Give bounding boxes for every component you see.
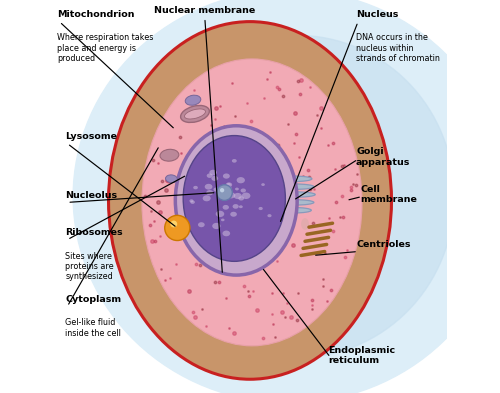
Ellipse shape xyxy=(184,109,206,119)
Text: Gel-like fluid
inside the cell: Gel-like fluid inside the cell xyxy=(66,318,121,338)
Ellipse shape xyxy=(210,170,217,175)
Ellipse shape xyxy=(220,188,224,192)
Text: Cell
membrane: Cell membrane xyxy=(360,185,417,204)
Ellipse shape xyxy=(212,223,220,229)
Ellipse shape xyxy=(73,0,500,393)
Ellipse shape xyxy=(165,178,174,184)
Ellipse shape xyxy=(239,205,243,208)
Ellipse shape xyxy=(190,200,195,204)
Ellipse shape xyxy=(271,192,315,197)
Ellipse shape xyxy=(204,184,212,190)
Ellipse shape xyxy=(235,187,239,191)
Ellipse shape xyxy=(275,208,312,213)
Ellipse shape xyxy=(234,193,242,199)
Ellipse shape xyxy=(212,260,248,267)
Ellipse shape xyxy=(209,216,252,223)
Ellipse shape xyxy=(236,177,245,183)
Ellipse shape xyxy=(216,185,232,200)
Ellipse shape xyxy=(223,197,226,200)
Ellipse shape xyxy=(198,222,204,227)
Ellipse shape xyxy=(225,186,232,192)
Ellipse shape xyxy=(206,238,254,245)
Ellipse shape xyxy=(221,219,224,221)
Ellipse shape xyxy=(301,218,309,230)
Ellipse shape xyxy=(268,214,272,217)
Ellipse shape xyxy=(258,207,263,210)
Text: Endoplasmic
reticulum: Endoplasmic reticulum xyxy=(328,346,396,365)
Ellipse shape xyxy=(261,183,265,186)
Ellipse shape xyxy=(180,105,210,123)
Ellipse shape xyxy=(140,35,454,358)
Text: Nuclear membrane: Nuclear membrane xyxy=(154,6,256,15)
Ellipse shape xyxy=(222,194,228,199)
Text: Ribosomes: Ribosomes xyxy=(66,228,123,237)
Ellipse shape xyxy=(240,189,246,193)
Ellipse shape xyxy=(166,175,177,183)
Ellipse shape xyxy=(214,187,219,192)
Ellipse shape xyxy=(218,193,222,195)
Ellipse shape xyxy=(183,136,286,261)
Ellipse shape xyxy=(206,227,254,234)
Ellipse shape xyxy=(209,249,252,256)
Ellipse shape xyxy=(202,195,210,201)
Text: Mitochondrion: Mitochondrion xyxy=(58,10,135,19)
Text: Nucleolus: Nucleolus xyxy=(66,191,118,200)
Ellipse shape xyxy=(242,193,250,199)
Ellipse shape xyxy=(202,167,212,171)
Text: DNA occurs in the
nucleus within
strands of chromatin: DNA occurs in the nucleus within strands… xyxy=(356,33,440,63)
Text: Nucleus: Nucleus xyxy=(356,10,399,19)
Ellipse shape xyxy=(164,215,190,241)
Ellipse shape xyxy=(272,200,314,205)
Ellipse shape xyxy=(176,126,297,275)
Text: Where respiration takes
place and energy is
produced: Where respiration takes place and energy… xyxy=(58,33,154,63)
Text: Lysosome: Lysosome xyxy=(66,132,118,141)
Ellipse shape xyxy=(232,204,239,209)
Ellipse shape xyxy=(142,59,362,346)
Ellipse shape xyxy=(108,22,392,379)
Ellipse shape xyxy=(190,199,194,202)
Ellipse shape xyxy=(238,196,244,200)
Ellipse shape xyxy=(230,212,237,217)
Ellipse shape xyxy=(185,95,201,105)
Ellipse shape xyxy=(274,176,312,182)
Ellipse shape xyxy=(193,207,205,214)
Ellipse shape xyxy=(226,193,230,196)
Ellipse shape xyxy=(222,205,229,210)
Ellipse shape xyxy=(170,220,177,228)
Ellipse shape xyxy=(226,183,230,186)
Ellipse shape xyxy=(222,185,228,190)
Ellipse shape xyxy=(206,173,212,178)
Text: Cytoplasm: Cytoplasm xyxy=(66,295,122,304)
Text: Centrioles: Centrioles xyxy=(356,240,410,249)
Ellipse shape xyxy=(227,192,235,198)
Ellipse shape xyxy=(225,191,232,196)
Ellipse shape xyxy=(206,190,213,195)
Ellipse shape xyxy=(250,210,286,238)
Text: Sites where
proteins are
synthesized: Sites where proteins are synthesized xyxy=(66,252,114,281)
Ellipse shape xyxy=(160,149,179,161)
Ellipse shape xyxy=(232,159,236,163)
Ellipse shape xyxy=(212,205,248,212)
Ellipse shape xyxy=(272,184,314,189)
Ellipse shape xyxy=(222,231,230,236)
Ellipse shape xyxy=(193,186,198,189)
Ellipse shape xyxy=(223,173,230,179)
Ellipse shape xyxy=(212,176,218,181)
Text: Golgi
apparatus: Golgi apparatus xyxy=(356,147,410,167)
Ellipse shape xyxy=(226,182,232,187)
Ellipse shape xyxy=(216,211,224,217)
